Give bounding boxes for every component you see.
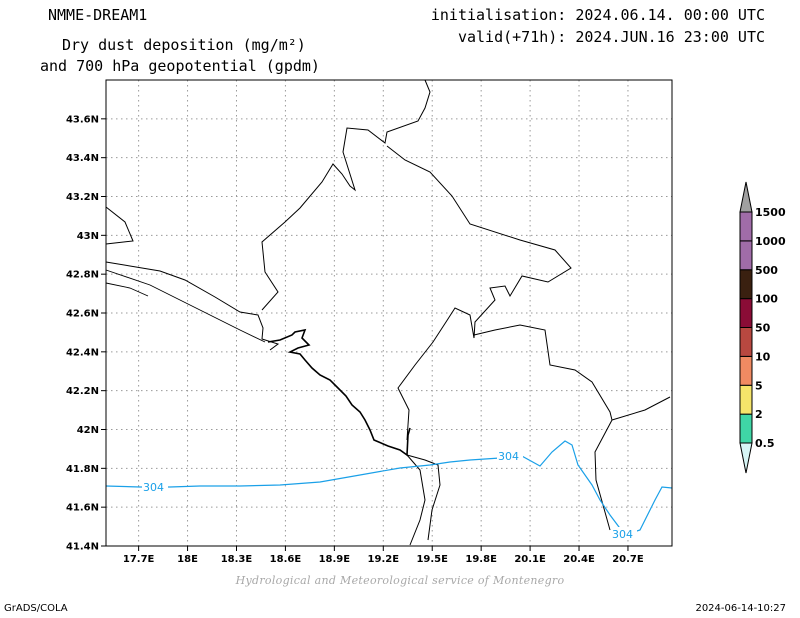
contour-label: 304 bbox=[498, 450, 519, 463]
colorbar-level-label: 100 bbox=[755, 293, 778, 306]
lon-tick-label: 20.4E bbox=[563, 554, 595, 565]
lat-tick-label: 43.2N bbox=[66, 192, 99, 203]
border-croatia-bosnia bbox=[105, 206, 134, 245]
colorbar-swatch bbox=[739, 211, 753, 242]
lat-tick-label: 42.8N bbox=[66, 270, 99, 281]
lat-tick-label: 43.6N bbox=[66, 114, 99, 125]
lat-tick-label: 41.6N bbox=[66, 503, 99, 514]
model-title: NMME-DREAM1 bbox=[48, 6, 148, 24]
coast-adriatic bbox=[105, 269, 266, 343]
colorbar-level-label: 5 bbox=[755, 379, 763, 392]
grid-lines bbox=[106, 80, 672, 546]
lon-tick-label: 19.2E bbox=[368, 554, 400, 565]
peljesac-coast bbox=[105, 282, 149, 297]
colorbar-swatch bbox=[739, 413, 753, 444]
contour-label: 304 bbox=[143, 481, 164, 494]
colorbar-swatch bbox=[739, 269, 753, 300]
lat-tick-label: 43N bbox=[77, 231, 99, 242]
colorbar-swatch bbox=[739, 298, 753, 328]
longitude-ticks: 17.7E 18E 18.3E 18.6E 18.9E 19.2E 19.5E 19.8E 20… bbox=[123, 546, 644, 565]
colorbar-level-label: 0.5 bbox=[755, 437, 775, 450]
border-bosnia-serbia bbox=[261, 79, 431, 311]
colorbar-swatch bbox=[739, 355, 753, 386]
colorbar-level-label: 500 bbox=[755, 264, 778, 277]
colorbar-level-label: 1500 bbox=[755, 206, 786, 219]
colorbar-swatch bbox=[739, 327, 753, 357]
colorbar-swatch bbox=[739, 384, 753, 415]
border-albania-macedonia bbox=[406, 454, 441, 541]
lon-tick-label: 17.7E bbox=[123, 554, 155, 565]
coast-albania bbox=[406, 454, 426, 546]
lon-tick-label: 20.7E bbox=[612, 554, 644, 565]
geopotential-contour-304 bbox=[105, 440, 673, 536]
colorbar-level-label: 2 bbox=[755, 408, 763, 421]
colorbar-swatch bbox=[739, 442, 753, 474]
contour-label: 304 bbox=[612, 528, 633, 541]
lat-tick-label: 41.8N bbox=[66, 464, 99, 475]
latitude-ticks: 41.4N 41.6N 41.8N 42N 42.2N 42.4N 42.6N 42.8N 43… bbox=[66, 114, 106, 553]
credit-text: Hydrological and Meteorological service … bbox=[235, 574, 565, 587]
lon-tick-label: 20.1E bbox=[514, 554, 546, 565]
valid-time: valid(+71h): 2024.JUN.16 23:00 UTC bbox=[457, 28, 765, 46]
contour-label-bg bbox=[611, 527, 637, 540]
colorbar-swatch bbox=[739, 181, 753, 213]
lon-tick-label: 18.3E bbox=[221, 554, 253, 565]
colorbar-swatch bbox=[739, 240, 753, 271]
lat-tick-label: 42.6N bbox=[66, 309, 99, 320]
lon-tick-label: 18.6E bbox=[270, 554, 302, 565]
colorbar: 0.5 2 5 10 50 100 500 1000 1500 bbox=[739, 181, 786, 474]
montenegro-coastline bbox=[267, 328, 411, 457]
border-serbia-kosovo bbox=[386, 145, 572, 441]
lat-tick-label: 42N bbox=[77, 425, 99, 436]
colorbar-level-label: 10 bbox=[755, 350, 771, 363]
contour-label-bg bbox=[497, 449, 523, 462]
lon-tick-label: 18E bbox=[177, 554, 198, 565]
lon-tick-label: 19.8E bbox=[465, 554, 497, 565]
lon-tick-label: 19.5E bbox=[416, 554, 448, 565]
lat-tick-label: 42.4N bbox=[66, 347, 99, 358]
lat-tick-label: 42.2N bbox=[66, 386, 99, 397]
contour-label-bg bbox=[142, 480, 168, 493]
colorbar-level-label: 1000 bbox=[755, 235, 786, 248]
border-kosovo-macedonia bbox=[473, 324, 613, 531]
country-borders bbox=[105, 79, 671, 546]
lat-tick-label: 43.4N bbox=[66, 153, 99, 164]
lon-tick-label: 18.9E bbox=[319, 554, 351, 565]
variable-title-line2: and 700 hPa geopotential (gpdm) bbox=[40, 57, 320, 75]
border-macedonia-east bbox=[611, 396, 671, 421]
variable-title-line1: Dry dust deposition (mg/m²) bbox=[62, 36, 306, 54]
initialisation-time: initialisation: 2024.06.14. 00:00 UTC bbox=[430, 6, 765, 24]
lat-tick-label: 41.4N bbox=[66, 542, 99, 553]
colorbar-level-label: 50 bbox=[755, 322, 771, 335]
footer-software: GrADS/COLA bbox=[4, 603, 68, 614]
footer-timestamp: 2024-06-14-10:27 bbox=[695, 603, 786, 614]
